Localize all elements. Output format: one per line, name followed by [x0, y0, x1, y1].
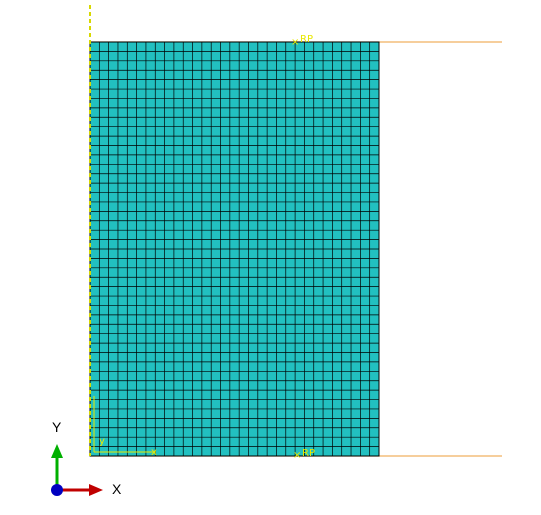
triad-y-label: Y [52, 419, 62, 435]
triad-x-label: X [112, 481, 122, 497]
local-x-label: x [151, 447, 157, 458]
view-triad[interactable]: Y X [51, 419, 122, 497]
reference-point-label: RP [300, 34, 313, 45]
triad-origin [51, 484, 63, 496]
mesh[interactable] [89, 41, 380, 457]
triad-x-arrowhead [89, 484, 103, 496]
reference-point-bottom[interactable]: × RP [293, 448, 315, 461]
part-boundary [89, 41, 380, 457]
mesh-element-edges [90, 42, 379, 456]
reference-point-label: RP [302, 448, 315, 459]
reference-point-marker: × [291, 37, 299, 48]
reference-point-top[interactable]: × RP [291, 34, 313, 48]
local-y-label: y [99, 436, 105, 447]
local-csys: x y [93, 396, 157, 458]
reference-point-marker: × [293, 450, 301, 461]
triad-y-arrowhead [51, 444, 63, 458]
